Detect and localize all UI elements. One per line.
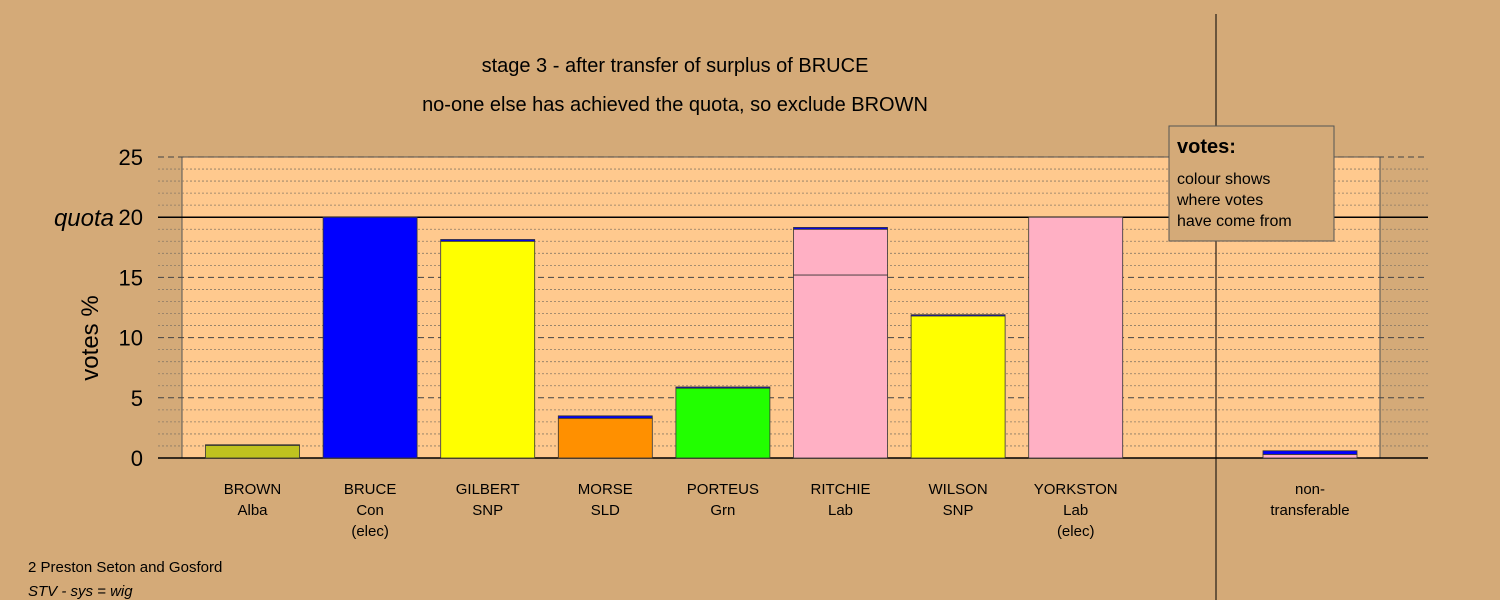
bar-segment xyxy=(205,444,300,459)
y-tick-label: 10 xyxy=(119,326,143,351)
candidate-label: Grn xyxy=(710,502,735,519)
bar-segment xyxy=(557,415,653,419)
bar-segment xyxy=(675,386,771,389)
candidate-label: (elec) xyxy=(351,523,389,540)
bar-segment xyxy=(675,387,771,459)
bars xyxy=(205,216,1358,459)
bar-segment xyxy=(1028,216,1124,459)
legend-title: votes: xyxy=(1177,136,1236,158)
bar-segment xyxy=(793,228,888,276)
y-axis-label: votes % xyxy=(77,295,104,380)
nontransferable-label: non- xyxy=(1295,481,1325,498)
bar-segment xyxy=(910,314,1006,317)
candidate-label: YORKSTON xyxy=(1034,481,1118,498)
nontransferable-label: transferable xyxy=(1270,502,1349,519)
legend-line: have come from xyxy=(1177,213,1292,230)
candidate-label: BROWN xyxy=(224,481,282,498)
voting-system: STV - sys = wig xyxy=(28,583,133,600)
candidate-label: SNP xyxy=(472,502,503,519)
candidate-label: GILBERT xyxy=(456,481,520,498)
bar-segment xyxy=(440,239,536,242)
y-axis: 0 5 10 15 20 25 xyxy=(119,145,143,471)
candidate-label: BRUCE xyxy=(344,481,397,498)
x-axis-labels: BROWN Alba BRUCE Con (elec) GILBERT SNP MORSE SL… xyxy=(224,481,1350,540)
legend-box xyxy=(1168,125,1335,242)
chart-subtitle: no-one else has achieved the quota, so e… xyxy=(422,94,928,116)
bar-segment xyxy=(440,240,536,459)
y-tick-label: 25 xyxy=(119,145,143,170)
candidate-label: (elec) xyxy=(1057,523,1095,540)
candidate-label: Con xyxy=(356,502,384,519)
candidate-label: MORSE xyxy=(578,481,633,498)
quota-label: quota xyxy=(54,205,114,232)
y-tick-label: 20 xyxy=(119,205,143,230)
legend: votes: colour shows where votes have com… xyxy=(1168,125,1335,242)
bar-segment xyxy=(322,216,418,459)
nontransferable-bar-segment xyxy=(1262,450,1358,455)
candidate-label: Lab xyxy=(828,502,853,519)
candidate-label: Lab xyxy=(1063,502,1088,519)
legend-line: where votes xyxy=(1176,192,1263,209)
y-tick-label: 15 xyxy=(119,265,143,290)
ward-name: 2 Preston Seton and Gosford xyxy=(28,559,222,576)
candidate-label: SLD xyxy=(591,502,620,519)
chart-title: stage 3 - after transfer of surplus of B… xyxy=(482,55,869,77)
y-tick-label: 0 xyxy=(131,446,143,471)
bar-segment xyxy=(557,417,653,459)
candidate-label: PORTEUS xyxy=(687,481,759,498)
nontransferable-bar-segment xyxy=(1262,453,1358,459)
bar-segment xyxy=(910,315,1006,459)
legend-line: colour shows xyxy=(1177,171,1270,188)
y-tick-label: 5 xyxy=(131,386,143,411)
candidate-label: WILSON xyxy=(929,481,988,498)
candidate-label: Alba xyxy=(237,502,268,519)
bar-segment xyxy=(205,444,300,446)
candidate-label: RITCHIE xyxy=(811,481,871,498)
candidate-label: SNP xyxy=(943,502,974,519)
bar-segment xyxy=(793,227,888,230)
bar-segment xyxy=(793,274,888,459)
